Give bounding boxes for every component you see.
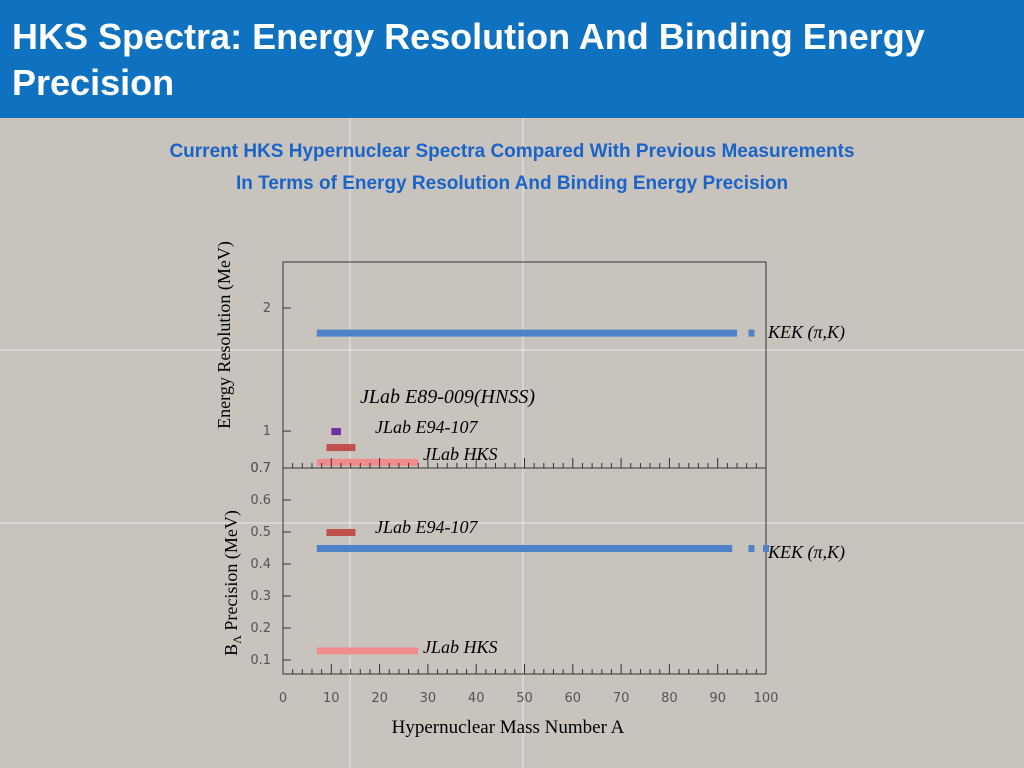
top-panel-frame — [282, 261, 767, 469]
x-tick-label: 80 — [661, 691, 678, 706]
bottom-y-tick-label: 0.7 — [250, 461, 271, 476]
range-bar-kek-k — [316, 545, 733, 552]
bottom-y-tick-label: 0.5 — [250, 525, 271, 540]
range-bar-kek-k — [316, 329, 738, 337]
top-y-axis-label: Energy Resolution (MeV) — [214, 241, 235, 429]
range-bar-jlab-e89-009-hnss — [331, 428, 341, 436]
x-tick-label: 10 — [323, 691, 340, 706]
range-point-kek-k — [748, 545, 755, 552]
series-label-jlab-e94-107: JLab E94-107 — [375, 417, 478, 437]
bottom-y-tick-label: 0.2 — [250, 621, 271, 636]
range-bar-jlab-e94-107 — [326, 529, 356, 536]
range-bar-jlab-e94-107 — [326, 444, 356, 452]
range-bar-jlab-hks — [316, 458, 419, 466]
x-tick-label: 60 — [565, 691, 582, 706]
x-tick-label: 90 — [709, 691, 726, 706]
x-tick-label: 50 — [516, 691, 533, 706]
chart-subtitle-line-1: Current HKS Hypernuclear Spectra Compare… — [169, 141, 855, 162]
x-tick-label: 100 — [754, 691, 779, 706]
series-label-jlab-e89-009-hnss: JLab E89-009(HNSS) — [360, 386, 535, 408]
title-bar: HKS Spectra: Energy Resolution And Bindi… — [0, 0, 1024, 118]
x-tick-label: 0 — [279, 691, 287, 706]
x-tick-label: 70 — [613, 691, 630, 706]
series-label-kek-k: KEK (π,K) — [767, 322, 845, 343]
x-axis-label: Hypernuclear Mass Number A — [392, 717, 625, 738]
range-point-kek-k — [763, 545, 769, 552]
bottom-y-label-sub: Λ — [230, 635, 244, 644]
x-tick-label: 40 — [468, 691, 485, 706]
bottom-y-tick-label: 0.6 — [250, 493, 271, 508]
bottom-y-label-main: B — [221, 644, 241, 656]
bottom-y-tick-label: 0.3 — [250, 589, 271, 604]
x-tick-label: 30 — [420, 691, 437, 706]
bottom-panel-frame — [282, 467, 767, 675]
x-tick-label: 20 — [371, 691, 388, 706]
bottom-y-axis-label: BΛ Precision (MeV) — [221, 510, 244, 656]
bottom-y-tick-label: 0.4 — [250, 557, 271, 572]
series-label-jlab-hks: JLab HKS — [423, 444, 498, 464]
slide-title: HKS Spectra: Energy Resolution And Bindi… — [12, 16, 925, 103]
range-point-kek-k — [748, 329, 755, 337]
top-y-tick-label: 1 — [263, 424, 271, 439]
bottom-y-tick-label: 0.1 — [250, 653, 271, 668]
series-label-jlab-hks: JLab HKS — [423, 637, 498, 657]
bottom-y-label-rest: Precision (MeV) — [221, 510, 242, 635]
range-bar-jlab-hks — [316, 647, 419, 655]
top-y-tick-label: 2 — [263, 301, 271, 316]
series-label-kek-k: KEK (π,K) — [767, 542, 845, 563]
chart-subtitle-line-2: In Terms of Energy Resolution And Bindin… — [235, 173, 789, 194]
series-label-jlab-e94-107: JLab E94-107 — [375, 517, 478, 537]
top-y-tick-label: 0.7 — [250, 461, 271, 476]
